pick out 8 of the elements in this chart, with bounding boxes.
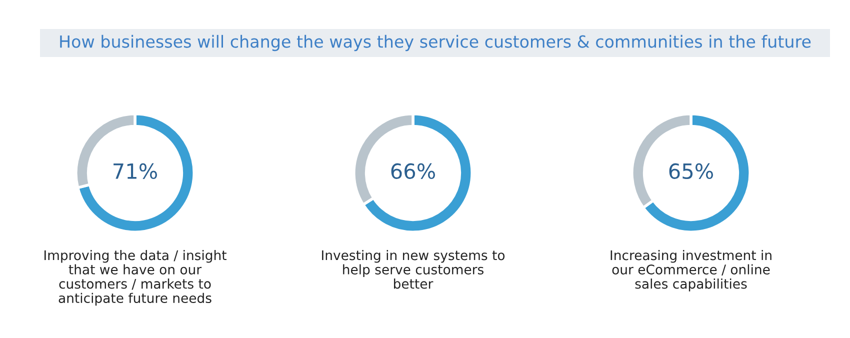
text: Improving the data / insight that we have on our customers / markets to anticipate future needs	[44, 250, 226, 306]
data-label: 66%	[391, 163, 436, 180]
text: Investing in new systems to help serve customers better	[322, 250, 505, 289]
donut-slice	[76, 112, 196, 234]
text: Increasing investment in our eCommerce / online sales capabilities	[610, 250, 772, 292]
text: How businesses will change the ways they service customers & communities in the future	[60, 34, 811, 52]
data-label: 65%	[669, 163, 714, 180]
data-label: 71%	[114, 163, 158, 180]
